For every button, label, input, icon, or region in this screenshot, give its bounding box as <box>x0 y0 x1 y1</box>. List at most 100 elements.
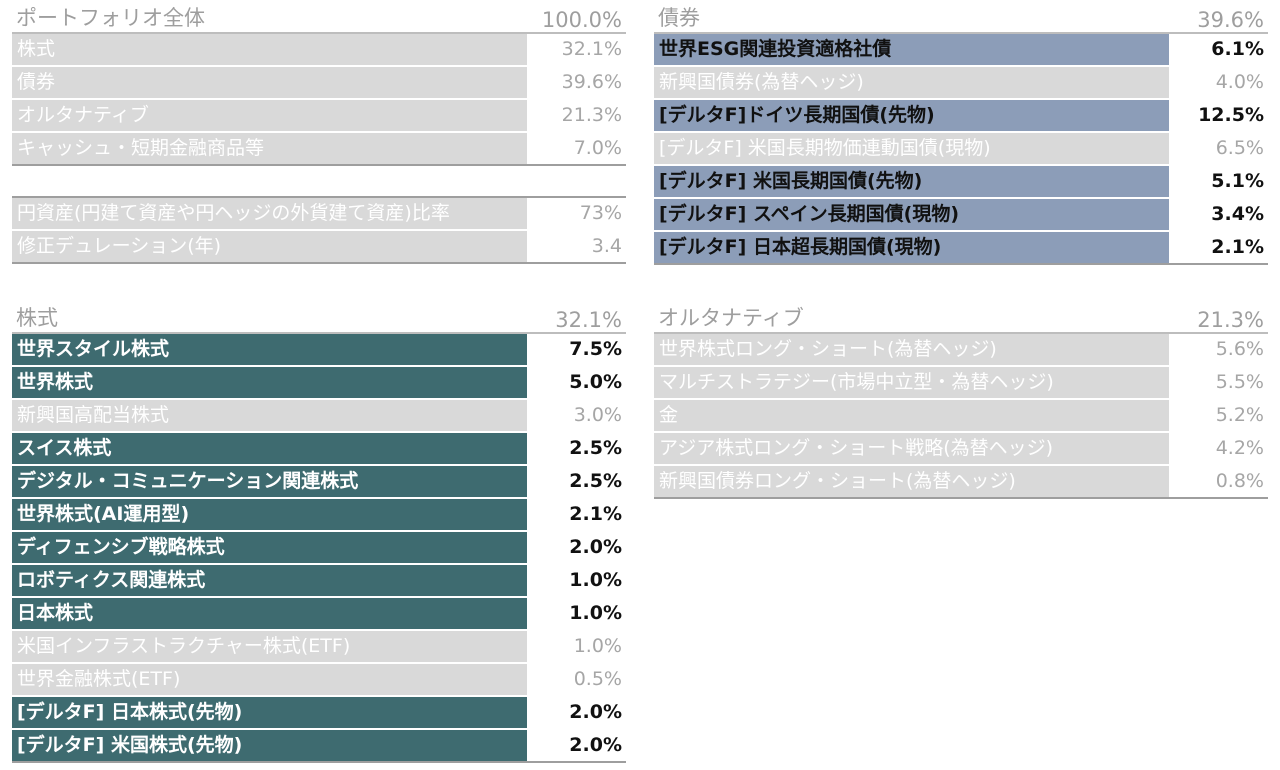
equity-row: ディフェンシブ戦略株式 2.0% <box>12 532 626 565</box>
portfolio-row-cash: キャッシュ・短期金融商品等 7.0% <box>12 133 626 166</box>
alternatives-row: 金 5.2% <box>654 400 1268 433</box>
equity-row: 世界株式 5.0% <box>12 367 626 400</box>
row-value: 0.8% <box>1169 466 1268 497</box>
equity-panel: 株式 32.1% 世界スタイル株式 7.5% 世界株式 5.0% 新興国高配当株… <box>12 304 626 763</box>
row-label: [デルタF] 日本株式(先物) <box>12 697 527 728</box>
portfolio-row-bonds: 債券 39.6% <box>12 67 626 100</box>
alternatives-row: アジア株式ロング・ショート戦略(為替ヘッジ) 4.2% <box>654 433 1268 466</box>
row-value: 2.5% <box>527 433 626 464</box>
row-value: 2.0% <box>527 697 626 728</box>
row-label: マルチストラテジー(市場中立型・為替ヘッジ) <box>654 367 1169 398</box>
row-value: 1.0% <box>527 565 626 596</box>
bonds-row: [デルタF] 日本超長期国債(現物) 2.1% <box>654 232 1268 265</box>
alternatives-row: マルチストラテジー(市場中立型・為替ヘッジ) 5.5% <box>654 367 1268 400</box>
alternatives-header: オルタナティブ 21.3% <box>654 304 1268 334</box>
portfolio-row-alternatives: オルタナティブ 21.3% <box>12 100 626 133</box>
row-value: 39.6% <box>527 67 626 98</box>
row-value: 5.1% <box>1169 166 1268 197</box>
equity-row: デジタル・コミュニケーション関連株式 2.5% <box>12 466 626 499</box>
bonds-panel: 債券 39.6% 世界ESG関連投資適格社債 6.1% 新興国債券(為替ヘッジ)… <box>654 4 1268 265</box>
bonds-header: 債券 39.6% <box>654 4 1268 34</box>
row-value: 21.3% <box>527 100 626 131</box>
row-label: 世界金融株式(ETF) <box>12 664 527 695</box>
row-value: 1.0% <box>527 598 626 629</box>
row-label: スイス株式 <box>12 433 527 464</box>
row-value: 5.6% <box>1169 334 1268 365</box>
alternatives-title: オルタナティブ <box>658 306 804 330</box>
row-value: 2.1% <box>1169 232 1268 263</box>
row-label: 株式 <box>12 34 527 65</box>
row-value: 7.0% <box>527 133 626 164</box>
bonds-row: 新興国債券(為替ヘッジ) 4.0% <box>654 67 1268 100</box>
row-label: [デルタF]ドイツ長期国債(先物) <box>654 100 1169 131</box>
row-label: 新興国債券(為替ヘッジ) <box>654 67 1169 98</box>
row-label: 世界株式 <box>12 367 527 398</box>
bonds-row: [デルタF] スペイン長期国債(現物) 3.4% <box>654 199 1268 232</box>
equity-header: 株式 32.1% <box>12 304 626 334</box>
alternatives-row: 新興国債券ロング・ショート(為替ヘッジ) 0.8% <box>654 466 1268 499</box>
equity-total: 32.1% <box>555 308 622 332</box>
row-label: 金 <box>654 400 1169 431</box>
bonds-row: [デルタF]ドイツ長期国債(先物) 12.5% <box>654 100 1268 133</box>
portfolio-row-equity: 株式 32.1% <box>12 34 626 67</box>
portfolio-row-duration: 修正デュレーション(年) 3.4 <box>12 231 626 264</box>
row-value: 2.5% <box>527 466 626 497</box>
row-value: 73% <box>527 198 626 229</box>
row-value: 5.5% <box>1169 367 1268 398</box>
row-value: 2.0% <box>527 532 626 563</box>
row-label: [デルタF] スペイン長期国債(現物) <box>654 199 1169 230</box>
portfolio-row-yen-ratio: 円資産(円建て資産や円ヘッジの外貨建て資産)比率 73% <box>12 196 626 231</box>
bonds-title: 債券 <box>658 6 700 30</box>
equity-row: ロボティクス関連株式 1.0% <box>12 565 626 598</box>
spacer <box>12 166 626 196</box>
equity-row: [デルタF] 米国株式(先物) 2.0% <box>12 730 626 763</box>
row-label: [デルタF] 米国長期物価連動国債(現物) <box>654 133 1169 164</box>
bonds-row: [デルタF] 米国長期物価連動国債(現物) 6.5% <box>654 133 1268 166</box>
equity-row: [デルタF] 日本株式(先物) 2.0% <box>12 697 626 730</box>
row-label: キャッシュ・短期金融商品等 <box>12 133 527 164</box>
row-label: 世界ESG関連投資適格社債 <box>654 34 1169 65</box>
bonds-row: [デルタF] 米国長期国債(先物) 5.1% <box>654 166 1268 199</box>
row-label: [デルタF] 日本超長期国債(現物) <box>654 232 1169 263</box>
row-value: 6.5% <box>1169 133 1268 164</box>
row-value: 5.2% <box>1169 400 1268 431</box>
bonds-total: 39.6% <box>1197 8 1264 32</box>
bonds-row: 世界ESG関連投資適格社債 6.1% <box>654 34 1268 67</box>
equity-title: 株式 <box>16 306 58 330</box>
row-value: 12.5% <box>1169 100 1268 131</box>
row-label: [デルタF] 米国長期国債(先物) <box>654 166 1169 197</box>
row-value: 4.2% <box>1169 433 1268 464</box>
row-label: 世界株式ロング・ショート(為替ヘッジ) <box>654 334 1169 365</box>
row-value: 3.0% <box>527 400 626 431</box>
portfolio-header: ポートフォリオ全体 100.0% <box>12 4 626 34</box>
equity-row: 世界株式(AI運用型) 2.1% <box>12 499 626 532</box>
row-value: 3.4 <box>527 231 626 262</box>
row-label: 円資産(円建て資産や円ヘッジの外貨建て資産)比率 <box>12 198 527 229</box>
row-label: 修正デュレーション(年) <box>12 231 527 262</box>
row-value: 2.1% <box>527 499 626 530</box>
equity-row: スイス株式 2.5% <box>12 433 626 466</box>
row-value: 6.1% <box>1169 34 1268 65</box>
row-value: 0.5% <box>527 664 626 695</box>
row-label: 新興国債券ロング・ショート(為替ヘッジ) <box>654 466 1169 497</box>
row-label: 日本株式 <box>12 598 527 629</box>
row-label: 米国インフラストラクチャー株式(ETF) <box>12 631 527 662</box>
row-label: ロボティクス関連株式 <box>12 565 527 596</box>
row-label: 新興国高配当株式 <box>12 400 527 431</box>
row-value: 32.1% <box>527 34 626 65</box>
row-label: [デルタF] 米国株式(先物) <box>12 730 527 761</box>
equity-row: 新興国高配当株式 3.0% <box>12 400 626 433</box>
portfolio-panel: ポートフォリオ全体 100.0% 株式 32.1% 債券 39.6% オルタナテ… <box>12 4 626 264</box>
row-value: 4.0% <box>1169 67 1268 98</box>
row-label: ディフェンシブ戦略株式 <box>12 532 527 563</box>
row-label: アジア株式ロング・ショート戦略(為替ヘッジ) <box>654 433 1169 464</box>
equity-row: 日本株式 1.0% <box>12 598 626 631</box>
equity-row: 世界スタイル株式 7.5% <box>12 334 626 367</box>
row-label: デジタル・コミュニケーション関連株式 <box>12 466 527 497</box>
equity-row: 米国インフラストラクチャー株式(ETF) 1.0% <box>12 631 626 664</box>
row-value: 2.0% <box>527 730 626 761</box>
row-label: オルタナティブ <box>12 100 527 131</box>
row-label: 世界株式(AI運用型) <box>12 499 527 530</box>
row-value: 7.5% <box>527 334 626 365</box>
row-label: 世界スタイル株式 <box>12 334 527 365</box>
